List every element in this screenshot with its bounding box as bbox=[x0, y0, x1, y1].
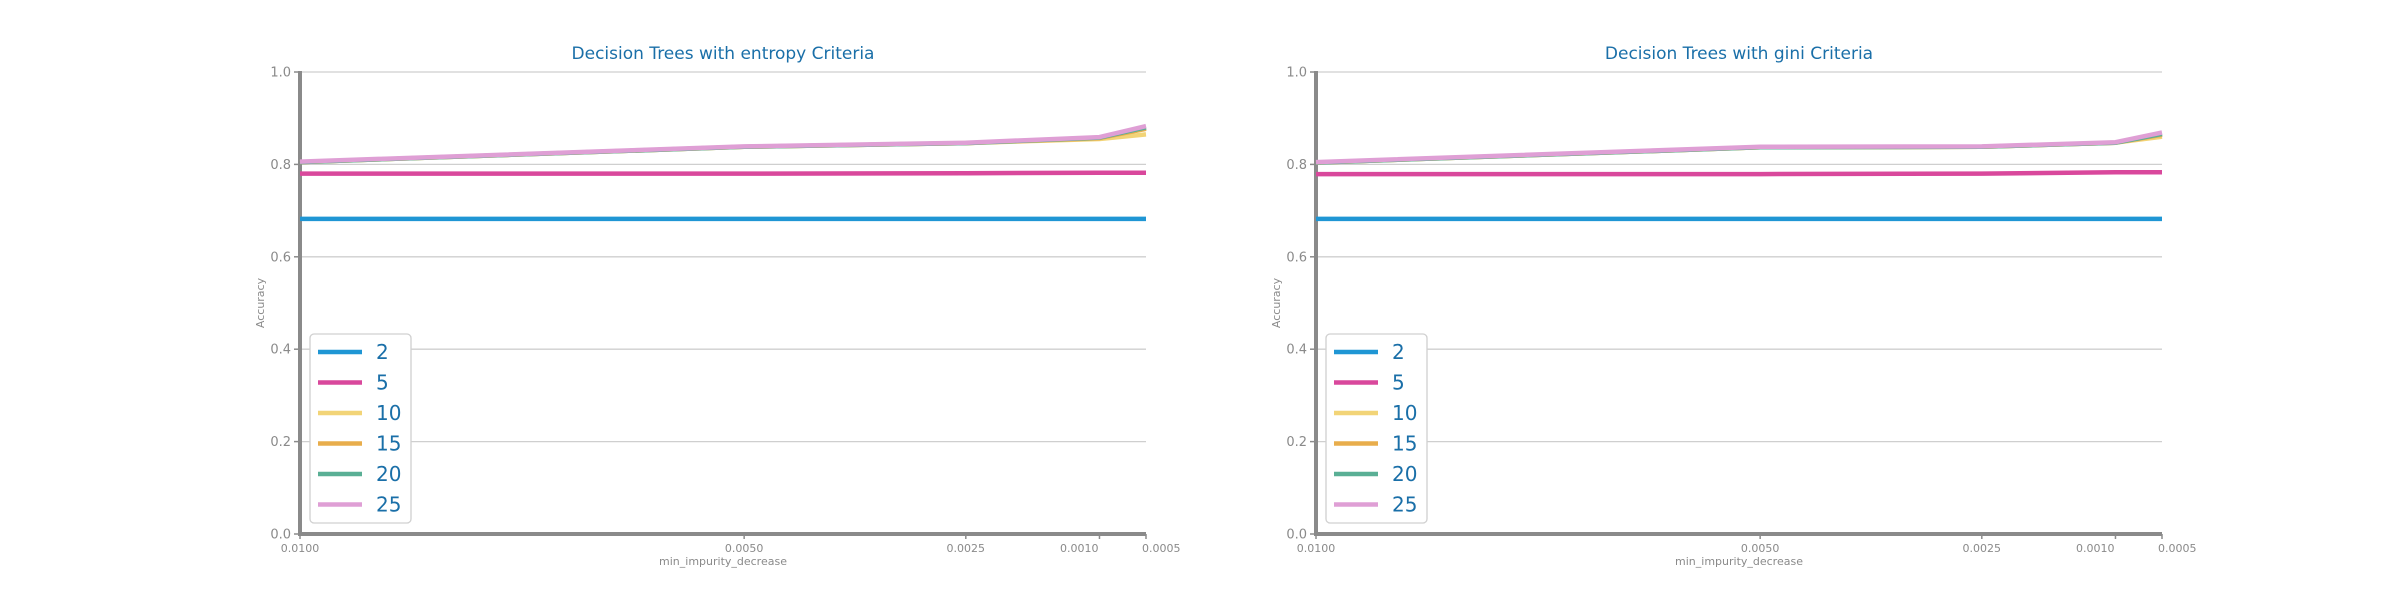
y-tick-label: 1.0 bbox=[270, 66, 291, 81]
legend-label: 10 bbox=[1392, 401, 1417, 425]
y-tick-label: 0.4 bbox=[1286, 343, 1307, 358]
chart-panel-entropy: Decision Trees with entropy Criteria0.00… bbox=[254, 44, 1181, 568]
legend-label: 5 bbox=[1392, 371, 1405, 395]
legend-label: 20 bbox=[1392, 462, 1417, 486]
y-tick-label: 0.6 bbox=[1286, 250, 1307, 265]
x-tick-label: 0.0025 bbox=[947, 542, 986, 555]
series-line-25 bbox=[1315, 130, 2163, 165]
chart-title: Decision Trees with entropy Criteria bbox=[572, 44, 875, 64]
x-tick-label: 0.0025 bbox=[1963, 542, 2002, 555]
legend-label: 25 bbox=[1392, 493, 1417, 517]
series-line-25 bbox=[299, 123, 1147, 164]
x-tick-label: 0.0010 bbox=[1060, 542, 1099, 555]
y-tick-label: 0.0 bbox=[270, 528, 291, 543]
y-tick-label: 0.6 bbox=[270, 250, 291, 265]
x-axis-label: min_impurity_decrease bbox=[659, 555, 787, 568]
series-line-5 bbox=[1316, 170, 2162, 177]
legend-label: 5 bbox=[376, 371, 389, 395]
y-tick-label: 0.2 bbox=[270, 435, 291, 450]
chart-title: Decision Trees with gini Criteria bbox=[1605, 44, 1873, 64]
x-tick-label: 0.0050 bbox=[1741, 542, 1780, 555]
x-tick-label: 0.0010 bbox=[2076, 542, 2115, 555]
y-tick-label: 1.0 bbox=[1286, 66, 1307, 81]
y-tick-label: 0.0 bbox=[1286, 528, 1307, 543]
legend-label: 2 bbox=[1392, 340, 1405, 364]
y-axis-label: Accuracy bbox=[1270, 277, 1283, 328]
y-tick-label: 0.4 bbox=[270, 343, 291, 358]
y-tick-label: 0.8 bbox=[1286, 158, 1307, 173]
legend-label: 20 bbox=[376, 462, 401, 486]
legend-label: 25 bbox=[376, 493, 401, 517]
legend-label: 10 bbox=[376, 401, 401, 425]
legend-label: 15 bbox=[1392, 432, 1417, 456]
y-axis-label: Accuracy bbox=[254, 277, 267, 328]
x-tick-label: 0.0005 bbox=[2158, 542, 2197, 555]
legend-label: 15 bbox=[376, 432, 401, 456]
x-tick-label: 0.0100 bbox=[1297, 542, 1336, 555]
y-tick-label: 0.8 bbox=[270, 158, 291, 173]
x-tick-label: 0.0050 bbox=[725, 542, 764, 555]
chart-panel-gini: Decision Trees with gini Criteria 0.0 0.2 0… bbox=[1270, 44, 2197, 568]
legend-label: 2 bbox=[376, 340, 389, 364]
x-tick-label: 0.0100 bbox=[281, 542, 320, 555]
x-axis-label: min_impurity_decrease bbox=[1675, 555, 1803, 568]
series-line-5 bbox=[300, 170, 1146, 176]
x-tick-label: 0.0005 bbox=[1142, 542, 1181, 555]
y-tick-label: 0.2 bbox=[1286, 435, 1307, 450]
